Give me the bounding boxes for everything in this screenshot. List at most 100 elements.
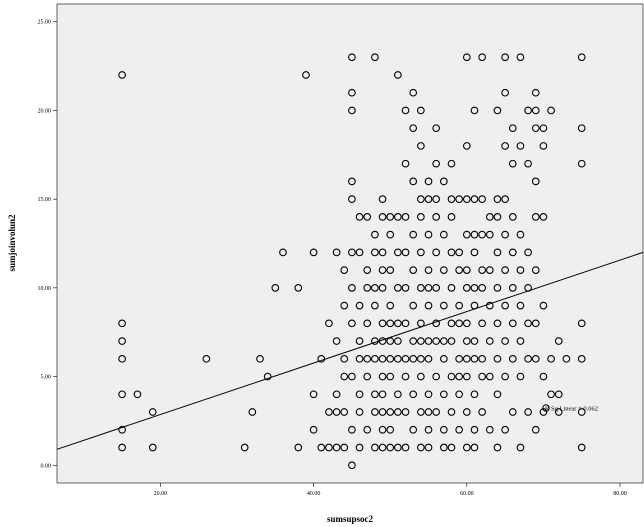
data-point [531, 425, 540, 434]
data-point [508, 319, 517, 328]
data-point [455, 248, 464, 257]
data-point [577, 159, 586, 168]
data-point [355, 213, 364, 221]
data-point [355, 301, 364, 310]
data-point [363, 213, 372, 221]
data-point [401, 354, 410, 363]
data-point [386, 266, 395, 274]
data-point [455, 301, 464, 310]
data-point [432, 213, 441, 221]
data-point [371, 53, 379, 62]
data-point [447, 443, 456, 452]
y-axis-title: sumjoinvolun2 [7, 214, 17, 272]
data-point [348, 319, 356, 328]
data-point [363, 354, 372, 363]
data-point [531, 354, 540, 363]
data-point [378, 213, 387, 221]
data-point [409, 230, 418, 239]
data-point [531, 106, 540, 115]
data-point [439, 230, 448, 239]
data-point [332, 390, 341, 399]
data-point [470, 354, 479, 363]
data-point [493, 106, 502, 115]
data-point [325, 443, 333, 452]
data-point [470, 230, 479, 239]
data-point [133, 390, 142, 399]
data-point [554, 337, 563, 345]
data-point [455, 372, 464, 381]
data-point [378, 248, 387, 257]
data-point [309, 248, 318, 257]
data-point [394, 443, 402, 452]
data-point [554, 408, 563, 416]
data-point [394, 337, 402, 345]
data-point [424, 266, 433, 274]
data-point [332, 408, 341, 416]
data-point [493, 195, 502, 203]
data-point [447, 195, 456, 203]
data-point [478, 266, 486, 274]
data-point [462, 266, 471, 274]
data-point [524, 319, 532, 328]
data-point [455, 425, 464, 434]
data-point [531, 213, 540, 221]
data-point [394, 213, 402, 221]
data-point [294, 284, 303, 292]
y-tick-label: 20.00 [38, 108, 52, 114]
data-point [447, 213, 456, 221]
data-point [332, 337, 341, 345]
data-point [462, 230, 471, 239]
data-point [462, 195, 471, 203]
data-point [516, 301, 525, 310]
data-point [386, 319, 395, 328]
data-point [577, 443, 586, 452]
data-point [409, 337, 418, 345]
data-point [271, 284, 280, 292]
data-point [470, 248, 479, 257]
data-point [485, 425, 494, 434]
data-point [501, 53, 509, 62]
data-point [348, 177, 356, 186]
data-point [401, 372, 410, 381]
data-point [424, 408, 433, 416]
data-point [478, 195, 486, 203]
data-point [417, 354, 425, 363]
data-point [378, 195, 387, 203]
data-point [501, 301, 509, 310]
data-point [516, 142, 525, 150]
data-point [386, 354, 395, 363]
data-point [439, 425, 448, 434]
data-point [462, 319, 471, 328]
data-point [409, 177, 418, 186]
data-point [348, 284, 356, 292]
data-point [493, 213, 502, 221]
data-point [394, 319, 402, 328]
data-point [501, 195, 509, 203]
x-axis-title: sumsupsoc2 [327, 514, 374, 524]
data-point [455, 195, 464, 203]
data-point [554, 390, 563, 399]
data-point [470, 284, 479, 292]
data-point [355, 443, 364, 452]
data-point [439, 177, 448, 186]
data-point [386, 230, 395, 239]
data-point [371, 230, 379, 239]
data-point [470, 337, 479, 345]
data-point [363, 266, 372, 274]
data-point [539, 408, 548, 416]
data-point [371, 284, 379, 292]
data-point [516, 53, 525, 62]
data-point [417, 337, 425, 345]
data-point [401, 408, 410, 416]
data-point [432, 248, 441, 257]
data-point [432, 195, 441, 203]
data-point [524, 354, 532, 363]
data-point [501, 142, 509, 150]
data-point [325, 408, 333, 416]
data-point [340, 266, 349, 274]
x-tick-label: 60.00 [460, 491, 474, 497]
data-point [462, 142, 471, 150]
data-point [302, 71, 310, 79]
data-point [439, 354, 448, 363]
data-point [531, 177, 540, 186]
